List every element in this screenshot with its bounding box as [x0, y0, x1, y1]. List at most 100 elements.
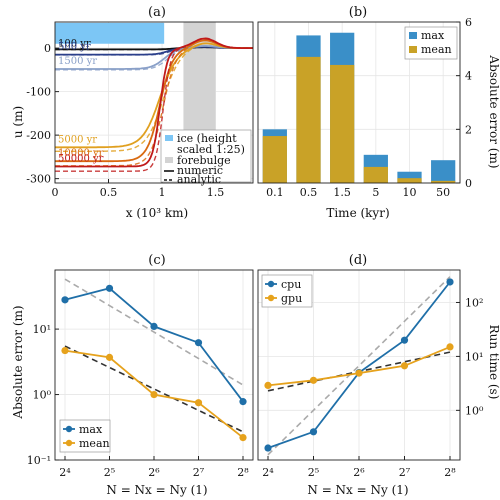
- point-max: [61, 296, 69, 304]
- legend-ice-label: scaled 1:25): [177, 143, 245, 156]
- panel-b: (b) Absolute error (m) Time (kyr) 0.1 0.5…: [257, 5, 500, 220]
- bar-mean: [363, 166, 388, 183]
- legend-label-mean: mean: [79, 437, 110, 450]
- fit-line-0: [267, 276, 451, 456]
- legend-marker-max: [65, 425, 73, 433]
- panel-a-xlabel: x (10³ km): [126, 206, 189, 220]
- x-tick-label: 2⁸: [444, 466, 456, 479]
- legend-forebulge-label: forebulge: [177, 154, 231, 167]
- curve-label: 50000 yr: [58, 153, 104, 164]
- y-tick-label: -200: [26, 129, 51, 142]
- point-cpu: [400, 336, 409, 344]
- x-tick-label: 2⁴: [262, 466, 274, 479]
- point-max: [105, 284, 114, 292]
- y-tick-label: 10¹: [33, 323, 51, 336]
- panel-c-title: (c): [148, 253, 165, 268]
- y-tick-label: -300: [26, 173, 51, 186]
- y-tick-label: 10⁰: [33, 389, 52, 402]
- x-tick-label: 2⁸: [237, 466, 249, 479]
- x-tick-label: 2⁵: [104, 466, 115, 479]
- ice-block: [55, 22, 165, 44]
- analytic-line-5: [55, 37, 253, 172]
- x-tick-label: 0.5: [100, 186, 118, 199]
- x-tick-label: 0: [52, 186, 59, 199]
- panel-b-xlabel: Time (kyr): [326, 206, 389, 220]
- legend-swatch-mean: [409, 46, 417, 53]
- x-tick-label: 10: [403, 186, 417, 199]
- x-tick-label: 1: [159, 186, 166, 199]
- fit-line-0: [64, 278, 244, 386]
- x-tick-label: 1.5: [333, 186, 351, 199]
- panel-a-ylabel: u (m): [11, 106, 25, 138]
- x-tick-label: 2⁶: [148, 466, 160, 479]
- legend-box: [59, 419, 111, 453]
- y-tick-label: 10⁻¹: [27, 454, 51, 467]
- bar-max: [431, 160, 456, 183]
- x-tick-label: 2⁵: [308, 466, 319, 479]
- legend-label-cpu: cpu: [281, 278, 301, 291]
- point-gpu: [264, 381, 272, 389]
- point-max: [194, 339, 203, 347]
- y-tick-label: 0: [44, 42, 51, 55]
- plot-frame: [257, 21, 461, 184]
- legend-swatch-max: [409, 32, 417, 39]
- x-tick-label: 2⁴: [59, 466, 71, 479]
- curve-label: 500 yr: [58, 42, 91, 53]
- panel-d: (d) Run time (s) N = Nx = Ny (1) 2⁴ 2⁵ 2⁶ 2…: [257, 253, 500, 497]
- point-mean: [194, 399, 203, 407]
- analytic-line-0: [55, 46, 253, 51]
- panel-d-title: (d): [349, 253, 367, 268]
- point-max: [150, 322, 158, 330]
- panel-d-ylabel: Run time (s): [487, 325, 500, 400]
- legend-box: [261, 274, 313, 308]
- x-tick-label: 5: [372, 186, 379, 199]
- legend-ice-label: ice (height: [177, 132, 237, 145]
- legend-label-mean: mean: [421, 43, 452, 56]
- point-cpu: [264, 444, 272, 452]
- y-tick-label: 6: [465, 16, 472, 29]
- y-tick-label: -100: [26, 86, 51, 99]
- point-mean: [150, 390, 158, 399]
- legend-analytic-label: analytic: [177, 173, 221, 186]
- point-cpu: [446, 278, 454, 286]
- x-tick-label: 0.5: [300, 186, 318, 199]
- y-tick-label: 4: [465, 70, 472, 83]
- point-mean: [105, 353, 114, 361]
- curve-label: 10000 yr: [58, 148, 104, 159]
- y-tick-label: 0: [465, 177, 472, 190]
- legend-marker-mean: [65, 439, 73, 447]
- point-mean: [61, 346, 69, 355]
- legend-label-max: max: [79, 423, 103, 436]
- bar-mean: [397, 178, 422, 183]
- bar-mean: [296, 56, 321, 184]
- panel-b-ylabel: Absolute error (m): [487, 54, 500, 168]
- curve-label: 1500 yr: [58, 56, 97, 67]
- analytic-line-2: [55, 45, 253, 71]
- x-tick-label: 2⁶: [353, 466, 365, 479]
- y-tick-label: 10¹: [465, 350, 483, 363]
- analytic-line-1: [55, 46, 253, 56]
- x-tick-label: 2⁷: [193, 466, 205, 479]
- y-tick-label: 10⁰: [465, 404, 484, 417]
- panel-c-xlabel: N = Nx = Ny (1): [106, 483, 207, 497]
- bar-max: [397, 171, 422, 183]
- analytic-line-3: [55, 42, 253, 152]
- x-tick-label: 0.1: [266, 186, 284, 199]
- point-gpu: [400, 362, 409, 370]
- point-gpu: [446, 343, 454, 351]
- plot-frame: [54, 21, 254, 184]
- curve-label: 5000 yr: [58, 134, 97, 145]
- fit-line-1: [64, 345, 244, 433]
- legend-label-gpu: gpu: [281, 292, 302, 305]
- point-mean: [239, 433, 247, 442]
- panel-b-title: (b): [349, 5, 367, 20]
- legend-marker-cpu: [267, 280, 275, 288]
- panel-c-ylabel: Absolute error (m): [11, 305, 25, 419]
- legend-marker-gpu: [267, 294, 275, 302]
- curve-label: 100 yr: [58, 38, 91, 49]
- x-tick-label: 2⁷: [399, 466, 411, 479]
- legend-forebulge-swatch: [165, 157, 173, 163]
- point-cpu: [309, 428, 318, 436]
